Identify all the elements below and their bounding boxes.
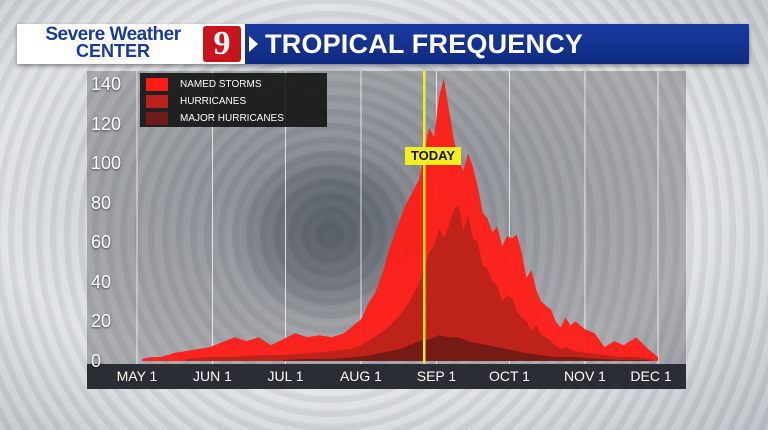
legend-swatch-hurricanes xyxy=(146,95,168,108)
page-title: TROPICAL FREQUENCY xyxy=(265,29,584,59)
x-axis-bar xyxy=(87,364,686,389)
legend-label-named-storms: NAMED STORMS xyxy=(180,79,262,90)
brand-line2: CENTER xyxy=(75,41,150,61)
y-tick-label: 60 xyxy=(91,232,112,253)
brand-text: Severe Weather CENTER xyxy=(23,24,203,61)
x-tick-label: DEC 1 xyxy=(630,368,672,384)
header-bar: Severe Weather CENTER 9 TROPICAL FREQUEN… xyxy=(17,24,749,64)
y-tick-label: 20 xyxy=(91,311,112,332)
y-tick-label: 100 xyxy=(91,153,122,174)
brand-logo: Severe Weather CENTER 9 xyxy=(17,24,245,64)
channel-number-badge: 9 xyxy=(203,26,241,62)
brand-line1: Severe Weather xyxy=(45,24,181,45)
y-tick-label: 0 xyxy=(91,351,102,371)
series-area-hurricanes xyxy=(185,204,654,361)
series-area-named-storms xyxy=(141,78,659,361)
tropical-frequency-chart: 140 120 100 80 60 40 20 0 MAY 1 JUN 1 JUL 1 AUG 1 SE… xyxy=(87,71,686,389)
chevron-right-icon xyxy=(249,36,258,52)
x-tick-label: JUN 1 xyxy=(193,368,232,384)
x-tick-label: SEP 1 xyxy=(416,368,457,384)
y-tick-label: 140 xyxy=(91,74,122,94)
x-tick-label: AUG 1 xyxy=(339,368,382,384)
legend-swatch-named-storms xyxy=(146,78,168,91)
y-tick-label: 40 xyxy=(91,271,112,292)
legend-swatch-major-hurricanes xyxy=(146,112,168,125)
chart-legend: NAMED STORMS HURRICANES MAJOR HURRICANES xyxy=(140,73,327,127)
x-tick-label: JUL 1 xyxy=(267,368,304,384)
x-tick-label: OCT 1 xyxy=(488,368,530,384)
chart-plot-svg xyxy=(136,71,659,364)
x-tick-label: MAY 1 xyxy=(116,368,158,384)
legend-label-hurricanes: HURRICANES xyxy=(180,96,247,107)
y-tick-label: 120 xyxy=(91,113,122,134)
series-area-major-hurricanes xyxy=(283,335,649,361)
y-tick-label: 80 xyxy=(91,192,112,213)
x-tick-label: NOV 1 xyxy=(563,368,606,384)
legend-label-major-hurricanes: MAJOR HURRICANES xyxy=(180,113,284,124)
today-marker-label: TODAY xyxy=(405,147,461,165)
